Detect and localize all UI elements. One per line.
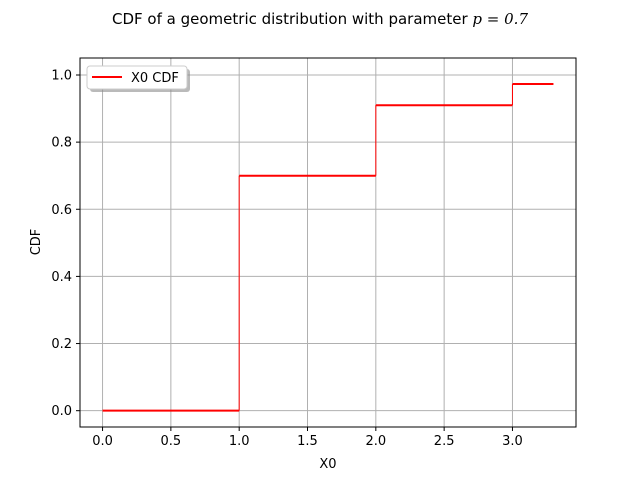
legend-label: X0 CDF — [131, 71, 179, 86]
y-tick-label: 0.2 — [51, 337, 72, 352]
y-tick-label: 0.6 — [51, 203, 72, 218]
x-tick-label: 2.5 — [434, 434, 455, 449]
y-tick-label: 0.4 — [51, 270, 72, 285]
y-tick-label: 1.0 — [51, 68, 72, 83]
chart-title-text: CDF of a geometric distribution with par… — [112, 10, 472, 28]
chart-title: CDF of a geometric distribution with par… — [112, 10, 528, 28]
legend: X0 CDF — [86, 65, 190, 92]
x-tick-label: 1.5 — [297, 434, 318, 449]
y-tick-label: 0.8 — [51, 136, 72, 151]
x-axis-label: X0 — [319, 457, 336, 472]
x-tick-label: 2.0 — [365, 434, 386, 449]
y-tick-label: 0.0 — [51, 404, 72, 419]
legend-box — [86, 65, 188, 90]
x-tick-label: 1.0 — [229, 434, 250, 449]
plot-frame — [79, 57, 577, 428]
x-tick-label: 0.0 — [92, 434, 113, 449]
y-axis-ticks: 0.0 0.2 0.4 0.6 0.8 1.0 — [51, 68, 80, 419]
y-axis-label: CDF — [29, 229, 44, 256]
series-lines — [102, 83, 554, 412]
chart-title-math: p = 0.7 — [472, 10, 528, 28]
x-axis-ticks: 0.0 0.5 1.0 1.5 2.0 2.5 3.0 — [92, 427, 523, 449]
x-tick-label: 0.5 — [161, 434, 182, 449]
x-tick-label: 3.0 — [502, 434, 523, 449]
